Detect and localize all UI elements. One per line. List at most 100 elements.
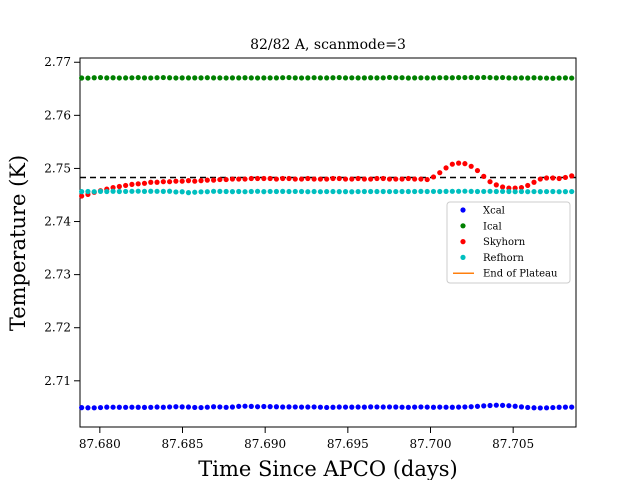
refhorn-point xyxy=(336,189,342,195)
refhorn-point xyxy=(462,188,468,194)
ical-point xyxy=(85,75,91,81)
ical-point xyxy=(148,75,154,81)
skyhorn-point xyxy=(324,176,330,182)
x-axis-ticks: 87.680 87.685 87.690 87.695 87.700 87.705 xyxy=(79,427,534,451)
y-tick-label: 2.71 xyxy=(44,374,71,388)
ical-point xyxy=(506,75,512,81)
x-tick-label: 87.700 xyxy=(410,437,452,451)
xcal-point xyxy=(298,404,305,410)
skyhorn-point xyxy=(292,176,298,182)
skyhorn-point xyxy=(236,176,242,182)
xcal-point xyxy=(129,404,135,410)
skyhorn-point xyxy=(179,178,185,184)
skyhorn-point xyxy=(437,170,443,176)
skyhorn-point xyxy=(123,182,129,189)
xcal-point xyxy=(305,404,311,410)
refhorn-point xyxy=(116,188,122,195)
refhorn-point xyxy=(543,188,550,195)
skyhorn-point xyxy=(167,179,173,185)
refhorn-point xyxy=(556,189,562,195)
legend-label-xcal: Xcal xyxy=(483,206,505,217)
xcal-point xyxy=(311,404,317,410)
refhorn-point xyxy=(324,188,330,195)
ical-point xyxy=(141,75,148,81)
legend: Xcal Ical Skyhorn Refhorn End of Plateau xyxy=(446,201,571,284)
ical-point xyxy=(468,74,474,81)
skyhorn-point xyxy=(311,176,317,182)
skyhorn-point xyxy=(374,175,380,182)
ical-point xyxy=(286,74,292,81)
refhorn-point xyxy=(267,188,273,195)
skyhorn-point xyxy=(399,176,405,182)
xcal-point xyxy=(210,404,217,410)
skyhorn-point xyxy=(79,193,85,199)
xcal-point xyxy=(123,404,129,410)
refhorn-point xyxy=(91,189,97,195)
refhorn-point xyxy=(223,188,229,195)
ical-point xyxy=(305,75,311,81)
skyhorn-point xyxy=(204,177,210,183)
xcal-point xyxy=(336,404,342,410)
refhorn-point xyxy=(569,188,575,195)
refhorn-point xyxy=(349,189,355,195)
ical-point xyxy=(129,75,135,81)
skyhorn-point xyxy=(487,179,493,185)
ical-point xyxy=(481,74,487,81)
refhorn-point xyxy=(361,188,367,195)
skyhorn-point xyxy=(336,175,342,182)
ical-point xyxy=(317,75,323,81)
legend-box xyxy=(446,201,571,284)
skyhorn-point xyxy=(273,176,280,182)
skyhorn-point xyxy=(173,178,179,184)
xcal-point xyxy=(104,404,110,410)
skyhorn-point xyxy=(280,175,286,182)
ical-point xyxy=(179,75,185,81)
refhorn-point xyxy=(85,188,91,195)
refhorn-point xyxy=(273,188,280,195)
refhorn-point xyxy=(261,189,267,195)
series-refhorn xyxy=(79,188,575,196)
ical-point xyxy=(412,75,418,81)
xcal-point xyxy=(518,404,525,410)
refhorn-point xyxy=(292,188,298,195)
series-skyhorn xyxy=(79,160,575,199)
ical-point xyxy=(135,74,141,81)
skyhorn-point xyxy=(537,176,543,182)
refhorn-point xyxy=(192,189,198,195)
ical-point xyxy=(562,75,569,81)
xcal-point xyxy=(217,404,223,410)
refhorn-point xyxy=(474,188,481,195)
refhorn-point xyxy=(518,188,525,195)
skyhorn-point xyxy=(380,175,386,182)
skyhorn-point xyxy=(386,176,393,182)
xcal-point xyxy=(468,404,474,410)
y-axis-label: Temperature (K) xyxy=(6,155,30,331)
refhorn-point xyxy=(449,188,455,194)
refhorn-point xyxy=(104,188,110,195)
refhorn-point xyxy=(110,188,116,194)
refhorn-point xyxy=(531,188,537,195)
refhorn-point xyxy=(123,188,129,195)
ical-point xyxy=(167,75,173,81)
skyhorn-point xyxy=(141,180,148,186)
refhorn-point xyxy=(355,188,361,195)
refhorn-point xyxy=(185,190,192,196)
xcal-point xyxy=(355,404,361,410)
legend-swatch-refhorn xyxy=(460,254,466,260)
ical-point xyxy=(531,75,537,81)
skyhorn-point xyxy=(449,161,455,167)
refhorn-point xyxy=(97,188,104,194)
skyhorn-point xyxy=(154,179,160,185)
xcal-point xyxy=(562,404,569,410)
xcal-point xyxy=(525,404,531,411)
xcal-point xyxy=(368,404,374,410)
xcal-point xyxy=(110,404,116,410)
ical-point xyxy=(569,75,575,81)
refhorn-point xyxy=(499,188,506,195)
skyhorn-point xyxy=(110,184,116,191)
refhorn-point xyxy=(512,189,518,195)
refhorn-point xyxy=(141,188,148,194)
xcal-point xyxy=(261,403,267,410)
legend-label-ical: Ical xyxy=(483,221,502,232)
ical-point xyxy=(355,75,361,81)
